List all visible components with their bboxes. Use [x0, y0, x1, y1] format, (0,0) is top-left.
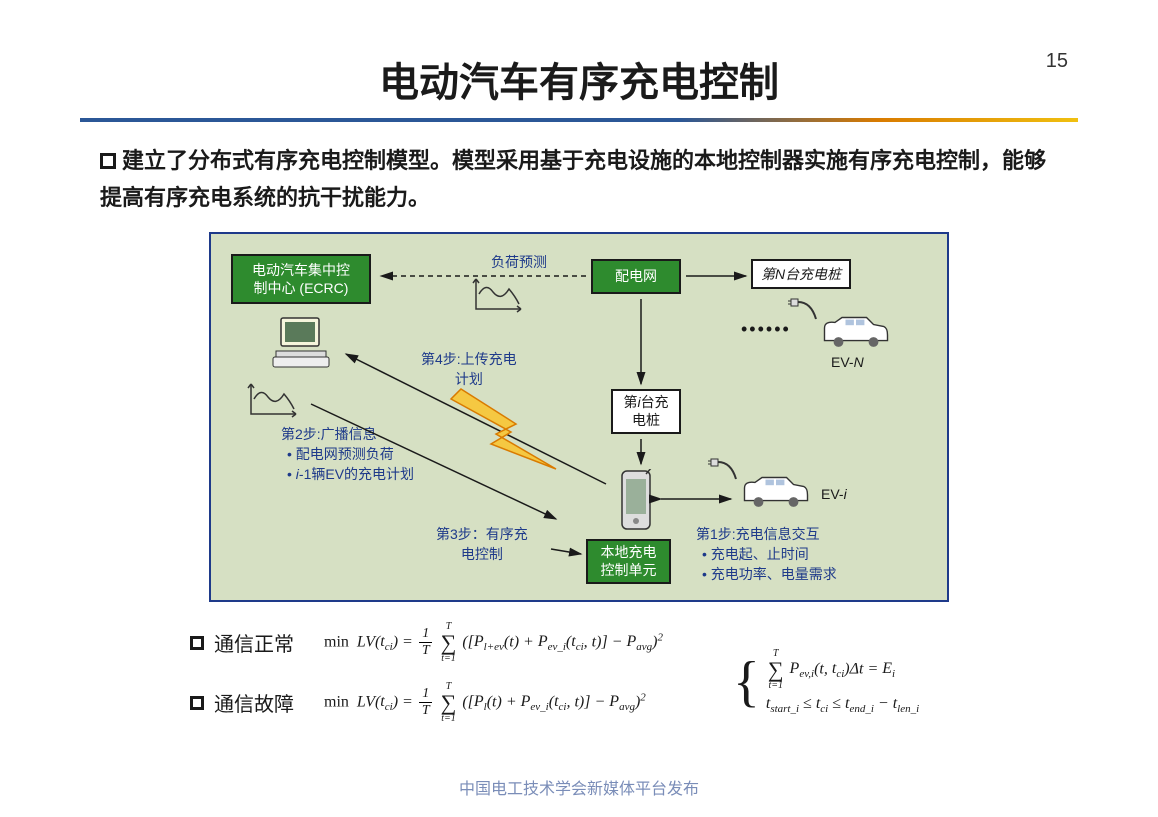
bullet-icon	[190, 636, 204, 650]
node-charger-n: 第N台充电桩	[751, 259, 851, 289]
label-step2-b2: i-1辆EV的充电计划	[296, 466, 414, 482]
page-title: 电动汽车有序充电控制	[0, 0, 1158, 108]
label-load-forecast: 负荷预测	[491, 252, 547, 272]
label-ev-n: EV-N	[831, 354, 864, 370]
label-step1-title: 第1步:充电信息交互	[696, 524, 837, 544]
label-step2-b1: 配电网预测负荷	[296, 446, 394, 462]
constraints-block: { T∑t=1 Pev,i(t, tci)Δt = Ei tstart_i ≤ …	[733, 622, 919, 742]
chart-icon-2	[246, 379, 301, 419]
label-step1: 第1步:充电信息交互 • 充电起、止时间 • 充电功率、电量需求	[696, 524, 837, 584]
node-local-ctrl: 本地充电 控制单元	[586, 539, 671, 584]
plug-i-icon	[706, 454, 746, 484]
eq-row-normal: 通信正常 min LV(tci) = 1T T∑t=1 ([Pl+ev(t) +…	[190, 622, 663, 664]
bullet-icon	[100, 153, 116, 169]
label-step3: 第3步：有序充 电控制	[436, 524, 528, 564]
formula-2: min LV(tci) = 1T T∑t=1 ([Pl(t) + Pev_i(t…	[324, 682, 646, 724]
chart-icon-1	[471, 274, 526, 314]
node-charger-i: 第i台充电桩	[611, 389, 681, 434]
node-local-ctrl-label: 本地充电 控制单元	[601, 543, 657, 579]
label-step1-b2: 充电功率、电量需求	[711, 566, 837, 582]
dots-icon: ••••••	[741, 319, 791, 340]
footer-text: 中国电工技术学会新媒体平台发布	[0, 775, 1158, 799]
label-step2: 第2步:广播信息 • 配电网预测负荷 • i-1辆EV的充电计划	[281, 424, 414, 484]
system-diagram: 电动汽车集中控 制中心 (ECRC) 负荷预测 配电网 第N台充电桩 •••••…	[209, 232, 949, 602]
divider	[80, 118, 1078, 122]
node-charger-n-label: 第N台充电桩	[761, 265, 841, 283]
label-step2-title: 第2步:广播信息	[281, 424, 414, 444]
constraint-2: tstart_i ≤ tci ≤ tend_i − tlen_i	[766, 695, 919, 715]
eq-row-fault: 通信故障 min LV(tci) = 1T T∑t=1 ([Pl(t) + Pe…	[190, 682, 663, 724]
constraint-1: T∑t=1 Pev,i(t, tci)Δt = Ei	[766, 649, 919, 691]
label-step4: 第4步:上传充电 计划	[421, 349, 517, 389]
node-ecrc: 电动汽车集中控 制中心 (ECRC)	[231, 254, 371, 304]
equations-block: 通信正常 min LV(tci) = 1T T∑t=1 ([Pl+ev(t) +…	[190, 622, 1058, 742]
label-step1-b1: 充电起、止时间	[711, 546, 809, 562]
intro-text: 建立了分布式有序充电控制模型。模型采用基于充电设施的本地控制器实施有序充电控制，…	[100, 142, 1058, 217]
eq-label-fault: 通信故障	[214, 688, 304, 717]
label-ev-i: EV-i	[821, 486, 847, 502]
node-ecrc-label: 电动汽车集中控 制中心 (ECRC)	[252, 261, 350, 297]
plug-n-icon	[786, 294, 826, 324]
node-grid-label: 配电网	[615, 267, 657, 285]
formula-1: min LV(tci) = 1T T∑t=1 ([Pl+ev(t) + Pev_…	[324, 622, 663, 664]
node-grid: 配电网	[591, 259, 681, 294]
phone-icon	[616, 469, 656, 534]
page-number: 15	[1046, 50, 1068, 73]
brace-icon: {	[733, 650, 760, 714]
car-i-icon	[741, 474, 811, 509]
car-n-icon	[821, 314, 891, 349]
node-charger-i-label: 第i台充电桩	[623, 393, 668, 429]
bullet-icon	[190, 696, 204, 710]
eq-label-normal: 通信正常	[214, 628, 304, 657]
intro-content: 建立了分布式有序充电控制模型。模型采用基于充电设施的本地控制器实施有序充电控制，…	[100, 148, 1046, 210]
computer-icon	[271, 316, 331, 371]
